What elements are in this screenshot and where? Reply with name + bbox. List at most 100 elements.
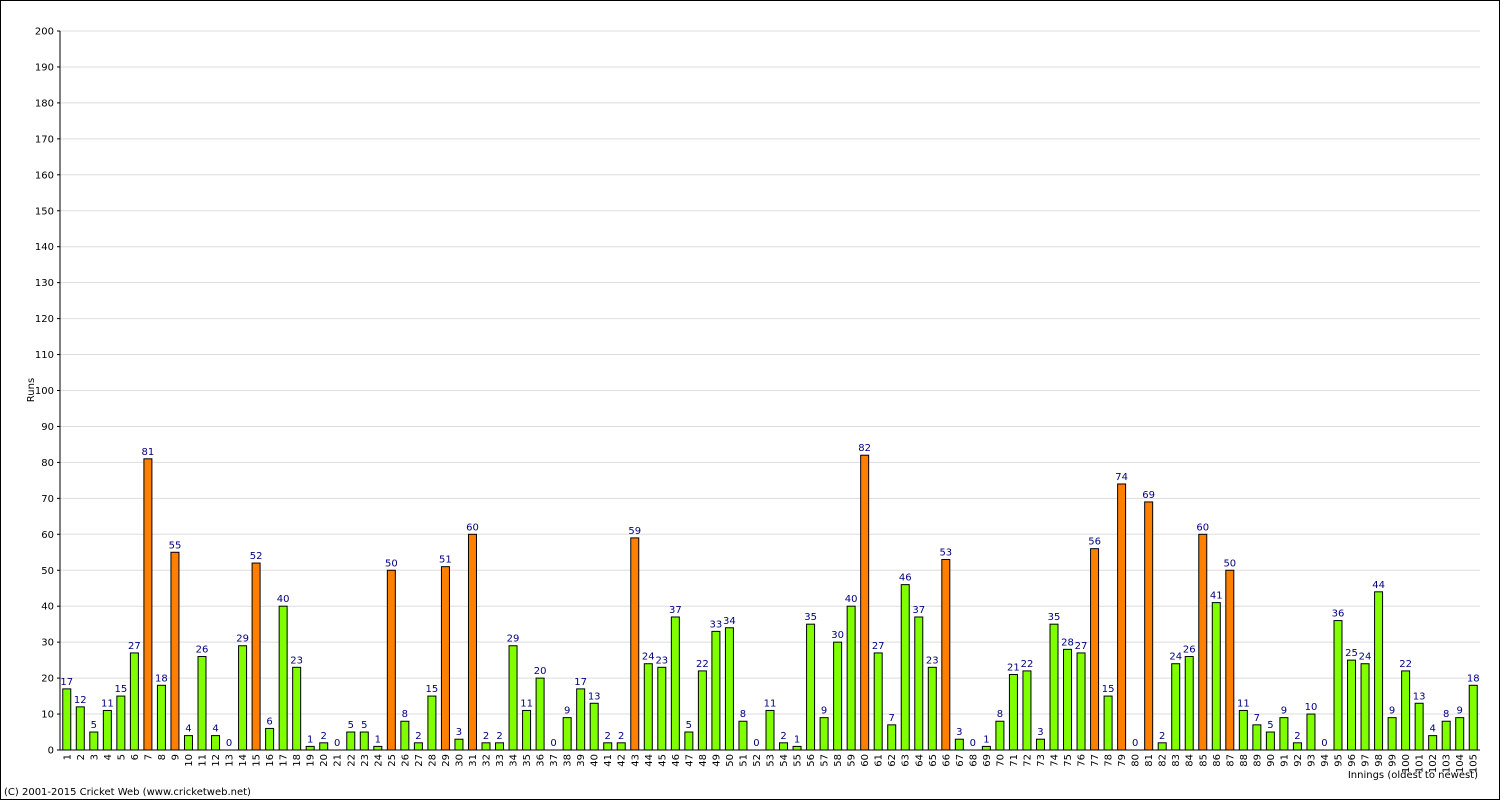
value-label: 7: [1254, 713, 1260, 724]
bar: [927, 666, 937, 751]
x-tick-label: 34: [509, 754, 520, 767]
x-tick-label: 19: [306, 754, 317, 767]
value-label: 23: [926, 655, 939, 666]
value-label: 46: [899, 573, 912, 584]
bar: [1144, 501, 1154, 751]
x-tick-label: 73: [1036, 754, 1047, 767]
y-tick-label: 120: [35, 314, 54, 325]
bar: [400, 720, 410, 751]
y-tick-label: 150: [35, 206, 54, 217]
x-tick-label: 24: [373, 754, 384, 767]
value-label: 35: [804, 612, 817, 623]
x-tick-label: 46: [671, 754, 682, 767]
x-tick-label: 84: [1185, 754, 1196, 767]
bar: [1428, 735, 1438, 751]
value-label: 8: [740, 709, 746, 720]
value-label: 24: [1359, 652, 1372, 663]
value-label: 7: [889, 713, 895, 724]
bar: [495, 742, 505, 751]
x-tick-label: 21: [333, 754, 344, 767]
value-label: 22: [1399, 659, 1412, 670]
value-label: 4: [185, 724, 191, 735]
bar: [630, 537, 640, 751]
x-tick-label: 65: [928, 754, 939, 767]
bar: [1103, 695, 1113, 751]
bar: [576, 688, 586, 751]
value-label: 18: [155, 673, 168, 684]
x-tick-label: 41: [603, 754, 614, 767]
bar: [792, 745, 802, 751]
value-label: 2: [496, 731, 502, 742]
value-label: 5: [1267, 720, 1273, 731]
x-tick-label: 22: [346, 754, 357, 767]
value-label: 11: [101, 698, 114, 709]
y-tick-label: 70: [41, 494, 54, 505]
value-label: 40: [277, 594, 290, 605]
bar: [1306, 713, 1316, 751]
value-label: 15: [1102, 684, 1115, 695]
bar: [535, 677, 545, 751]
value-label: 34: [723, 616, 736, 627]
bar: [887, 724, 897, 751]
bar: [684, 731, 694, 751]
value-label: 22: [696, 659, 709, 670]
bar: [562, 717, 572, 751]
bar: [75, 706, 85, 751]
x-tick-label: 98: [1374, 754, 1385, 767]
bar: [670, 616, 680, 751]
x-tick-label: 92: [1293, 754, 1304, 767]
value-label: 60: [1196, 522, 1209, 533]
bar: [941, 558, 951, 751]
x-tick-label: 5: [116, 754, 127, 760]
bar: [319, 742, 329, 751]
bar: [833, 641, 843, 751]
bar: [1265, 731, 1275, 751]
value-label: 1: [983, 734, 989, 745]
x-tick-label: 105: [1469, 754, 1480, 773]
value-label: 9: [564, 706, 570, 717]
value-label: 17: [60, 677, 73, 688]
y-tick-label: 180: [35, 98, 54, 109]
bar: [603, 742, 613, 751]
x-tick-label: 7: [143, 754, 154, 760]
value-label: 0: [334, 738, 340, 749]
value-label: 3: [1037, 727, 1043, 738]
value-label: 20: [534, 666, 547, 677]
y-axis-label: Runs: [26, 378, 37, 402]
x-tick-label: 100: [1401, 754, 1412, 773]
value-label: 24: [1169, 652, 1182, 663]
value-label: 5: [91, 720, 97, 731]
value-label: 25: [1345, 648, 1358, 659]
x-tick-label: 49: [711, 754, 722, 767]
y-tick-label: 140: [35, 242, 54, 253]
value-label: 21: [1007, 663, 1020, 674]
bar: [62, 688, 72, 751]
y-tick-label: 20: [41, 674, 54, 685]
bar: [1333, 620, 1343, 751]
x-tick-label: 37: [549, 754, 560, 767]
x-tick-label: 86: [1212, 754, 1223, 767]
bar: [413, 742, 423, 751]
value-label: 8: [402, 709, 408, 720]
value-label: 50: [385, 558, 398, 569]
value-label: 2: [780, 731, 786, 742]
bar: [819, 717, 829, 751]
value-label: 9: [1457, 706, 1463, 717]
bar: [1198, 533, 1208, 751]
bar: [765, 709, 775, 751]
bar: [1401, 670, 1411, 751]
value-label: 2: [1294, 731, 1300, 742]
y-tick-label: 170: [35, 134, 54, 145]
value-label: 2: [1159, 731, 1165, 742]
x-tick-label: 102: [1428, 754, 1439, 773]
bar: [1022, 670, 1032, 751]
x-tick-label: 61: [874, 754, 885, 767]
bar: [1387, 717, 1397, 751]
x-tick-label: 91: [1279, 754, 1290, 767]
bar: [373, 745, 383, 751]
y-tick-label: 0: [48, 746, 54, 757]
bar: [156, 684, 166, 751]
bar: [860, 454, 870, 751]
x-tick-label: 64: [914, 754, 925, 767]
x-tick-label: 101: [1415, 754, 1426, 773]
